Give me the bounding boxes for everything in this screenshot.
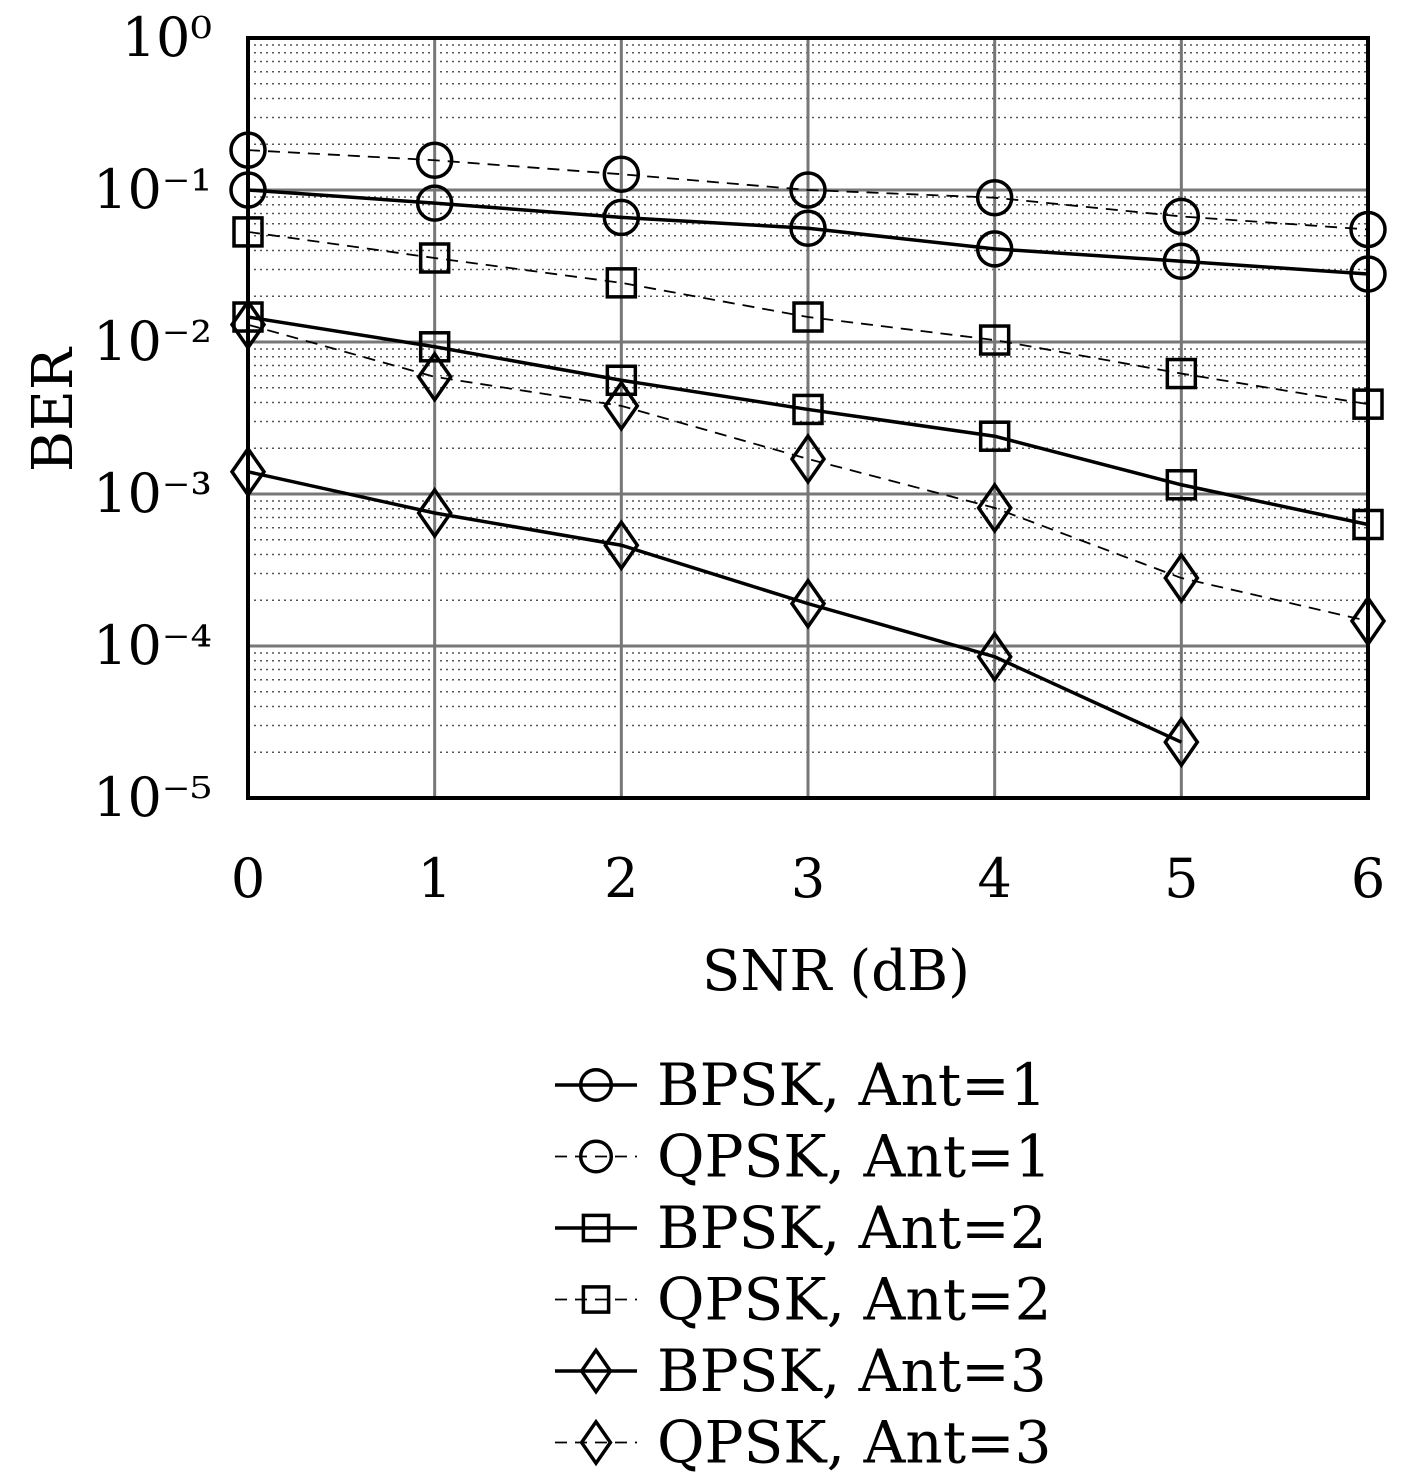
marker <box>416 486 453 540</box>
marker <box>789 209 827 248</box>
legend-label: QPSK, Ant=2 <box>657 1266 1052 1334</box>
x-axis-label: SNR (dB) <box>702 939 970 1004</box>
marker <box>978 420 1011 452</box>
legend-marker <box>578 1067 614 1103</box>
series-line <box>247 470 1183 744</box>
y-tick-label: 10⁻⁴ <box>93 614 212 677</box>
marker <box>789 171 827 209</box>
marker <box>976 630 1013 683</box>
legend-marker <box>579 1418 613 1467</box>
marker <box>416 350 453 403</box>
marker <box>232 216 264 248</box>
marker <box>976 481 1013 534</box>
marker <box>1352 508 1384 541</box>
marker <box>418 331 451 363</box>
legend-label: BPSK, Ant=2 <box>657 1194 1047 1262</box>
marker <box>605 267 638 299</box>
marker <box>975 178 1014 217</box>
y-tick-label: 10⁻⁵ <box>93 766 212 829</box>
series-line <box>247 188 1369 276</box>
series-line <box>247 231 1369 406</box>
series-line <box>247 323 1369 622</box>
marker <box>229 131 267 169</box>
marker <box>1349 255 1387 293</box>
series-line <box>247 149 1369 231</box>
legend-marker <box>581 1213 611 1243</box>
y-tick-label: 10⁻² <box>93 310 212 373</box>
y-tick-label: 10⁻³ <box>93 462 212 525</box>
marker <box>1349 594 1387 648</box>
legend-label: BPSK, Ant=1 <box>657 1051 1047 1119</box>
legend-label: QPSK, Ant=3 <box>657 1409 1052 1477</box>
x-tick-label: 0 <box>231 847 265 910</box>
marker <box>1352 388 1384 420</box>
marker <box>789 577 827 630</box>
marker <box>229 171 267 209</box>
marker <box>792 301 824 333</box>
series-line <box>247 315 1369 527</box>
x-tick-label: 4 <box>977 847 1011 910</box>
marker <box>1165 357 1198 390</box>
marker <box>602 155 641 193</box>
legend-marker <box>578 1139 614 1174</box>
marker <box>602 198 641 237</box>
marker <box>1165 469 1198 501</box>
marker <box>418 242 451 274</box>
marker <box>603 379 640 432</box>
legend-marker <box>579 1347 613 1395</box>
x-tick-label: 2 <box>604 847 638 910</box>
legend-label: QPSK, Ant=1 <box>657 1123 1052 1191</box>
marker <box>978 324 1011 356</box>
x-tick-label: 5 <box>1164 847 1198 910</box>
x-tick-label: 1 <box>417 847 451 910</box>
x-tick-label: 6 <box>1351 847 1385 910</box>
x-tick-label: 3 <box>791 847 825 910</box>
marker <box>792 393 824 426</box>
marker <box>415 141 454 179</box>
marker <box>1163 551 1200 605</box>
marker <box>1162 197 1201 236</box>
marker <box>229 445 267 498</box>
legend-label: BPSK, Ant=3 <box>657 1337 1047 1405</box>
y-axis-label: BER <box>21 346 86 472</box>
marker <box>1349 210 1387 249</box>
marker <box>1162 242 1201 280</box>
marker <box>1163 716 1200 769</box>
y-tick-label: 10⁰ <box>122 6 212 69</box>
marker <box>605 364 638 397</box>
marker <box>975 230 1014 268</box>
marker <box>229 298 267 351</box>
marker <box>415 184 454 222</box>
marker <box>789 432 827 486</box>
y-tick-label: 10⁻¹ <box>93 158 212 221</box>
legend-marker <box>581 1285 611 1314</box>
marker <box>603 519 640 572</box>
